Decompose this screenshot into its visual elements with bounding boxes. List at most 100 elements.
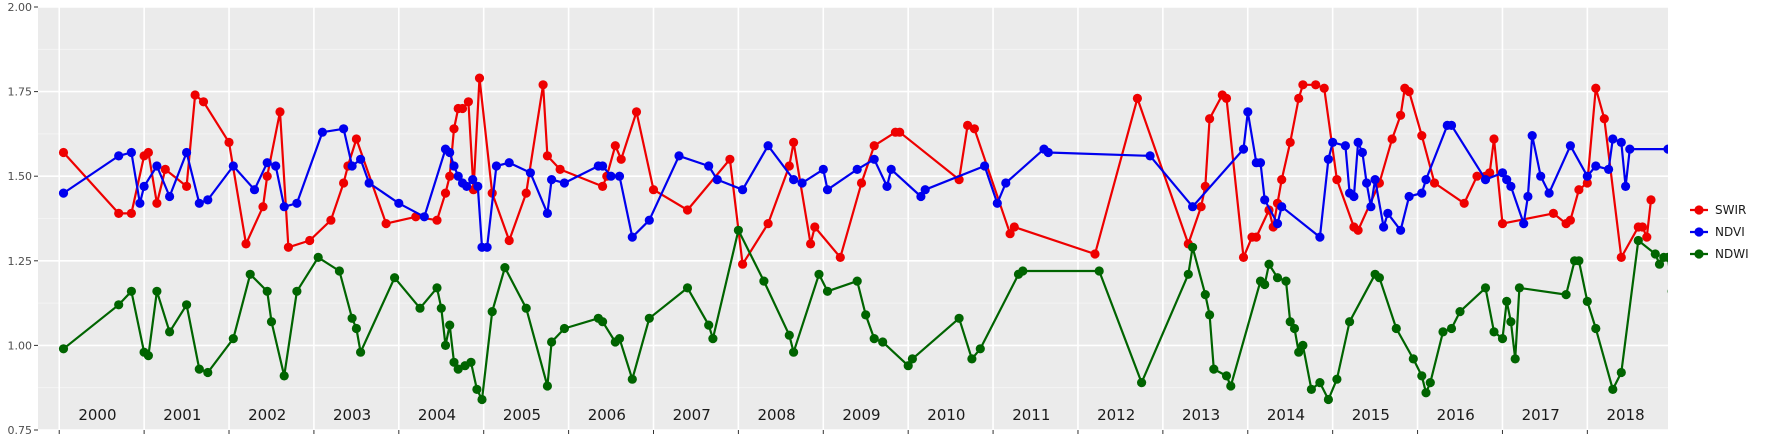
data-point-ndvi: [1256, 158, 1265, 167]
data-point-ndwi: [195, 365, 204, 374]
data-point-ndwi: [1095, 266, 1104, 275]
data-point-ndwi: [683, 283, 692, 292]
data-point-ndvi: [980, 161, 989, 170]
data-point-ndwi: [1502, 297, 1511, 306]
data-point-swir: [539, 80, 548, 89]
data-point-ndwi: [292, 287, 301, 296]
data-point-swir: [725, 155, 734, 164]
year-label: 2001: [163, 406, 201, 424]
data-point-ndwi: [878, 337, 887, 346]
data-point-ndvi: [1761, 131, 1770, 140]
data-point-swir: [632, 107, 641, 116]
y-tick-label: 2.00: [8, 1, 33, 14]
data-point-ndwi: [390, 273, 399, 282]
data-point-ndwi: [1324, 395, 1333, 404]
data-point-ndwi: [522, 304, 531, 313]
data-point-swir: [1617, 253, 1626, 262]
data-point-ndvi: [1583, 172, 1592, 181]
data-point-swir: [114, 209, 123, 218]
data-point-swir: [1498, 219, 1507, 228]
data-point-ndwi: [263, 287, 272, 296]
data-point-swir: [738, 260, 747, 269]
year-label: 2016: [1437, 406, 1475, 424]
data-point-ndvi: [1506, 182, 1515, 191]
data-point-ndwi: [759, 277, 768, 286]
data-point-ndwi: [1273, 273, 1282, 282]
year-label: 2006: [588, 406, 626, 424]
data-point-swir: [1197, 202, 1206, 211]
data-point-swir: [806, 239, 815, 248]
data-point-ndvi: [789, 175, 798, 184]
data-point-ndvi: [1405, 192, 1414, 201]
data-point-ndwi: [955, 314, 964, 323]
data-point-ndvi: [1273, 219, 1282, 228]
data-point-ndvi: [203, 195, 212, 204]
data-point-swir: [275, 107, 284, 116]
data-point-ndvi: [704, 161, 713, 170]
data-point-ndwi: [1511, 354, 1520, 363]
data-point-ndvi: [339, 124, 348, 133]
data-point-ndvi: [365, 178, 374, 187]
data-point-swir: [1591, 84, 1600, 93]
data-point-ndvi: [1328, 138, 1337, 147]
year-label: 2014: [1267, 406, 1305, 424]
data-point-ndwi: [472, 385, 481, 394]
data-point-ndvi: [887, 165, 896, 174]
data-point-ndvi: [1536, 172, 1545, 181]
data-point-ndvi: [505, 158, 514, 167]
data-point-ndvi: [1523, 192, 1532, 201]
data-point-ndwi: [967, 354, 976, 363]
data-point-swir: [1566, 216, 1575, 225]
data-point-ndwi: [1307, 385, 1316, 394]
data-point-ndvi: [823, 185, 832, 194]
data-point-ndwi: [1583, 297, 1592, 306]
data-point-ndwi: [1260, 280, 1269, 289]
data-point-ndvi: [1591, 161, 1600, 170]
data-point-ndvi: [135, 199, 144, 208]
data-point-ndwi: [734, 226, 743, 235]
data-point-ndwi: [1137, 378, 1146, 387]
year-label: 2004: [418, 406, 456, 424]
data-point-swir: [1286, 138, 1295, 147]
data-point-swir: [1010, 222, 1019, 231]
data-point-ndwi: [432, 283, 441, 292]
data-point-swir: [617, 155, 626, 164]
data-point-ndvi: [1044, 148, 1053, 157]
data-point-swir: [1638, 222, 1647, 231]
year-label: 2002: [248, 406, 286, 424]
data-point-swir: [1133, 94, 1142, 103]
data-point-ndvi: [445, 148, 454, 157]
data-point-swir: [543, 151, 552, 160]
data-point-swir: [305, 236, 314, 245]
data-point-ndvi: [1243, 107, 1252, 116]
data-point-ndwi: [1201, 290, 1210, 299]
data-point-ndwi: [543, 381, 552, 390]
data-point-swir: [161, 165, 170, 174]
data-point-ndvi: [1383, 209, 1392, 218]
data-point-swir: [611, 141, 620, 150]
data-point-ndvi: [1608, 134, 1617, 143]
data-point-swir: [475, 74, 484, 83]
data-point-ndwi: [182, 300, 191, 309]
y-tick-label: 1.75: [8, 86, 33, 99]
data-point-ndvi: [526, 168, 535, 177]
data-point-swir: [857, 178, 866, 187]
data-point-ndwi: [1634, 236, 1643, 245]
data-point-ndvi: [1396, 226, 1405, 235]
data-point-ndvi: [921, 185, 930, 194]
data-point-ndwi: [246, 270, 255, 279]
year-label: 2013: [1182, 406, 1220, 424]
data-point-swir: [241, 239, 250, 248]
data-point-ndwi: [1455, 307, 1464, 316]
year-label: 2009: [842, 406, 880, 424]
data-point-ndvi: [870, 155, 879, 164]
data-point-ndwi: [708, 334, 717, 343]
data-point-swir: [1405, 87, 1414, 96]
data-point-ndvi: [713, 175, 722, 184]
data-point-ndwi: [1264, 260, 1273, 269]
data-point-ndvi: [598, 161, 607, 170]
data-point-ndvi: [674, 151, 683, 160]
data-point-ndwi: [1281, 277, 1290, 286]
